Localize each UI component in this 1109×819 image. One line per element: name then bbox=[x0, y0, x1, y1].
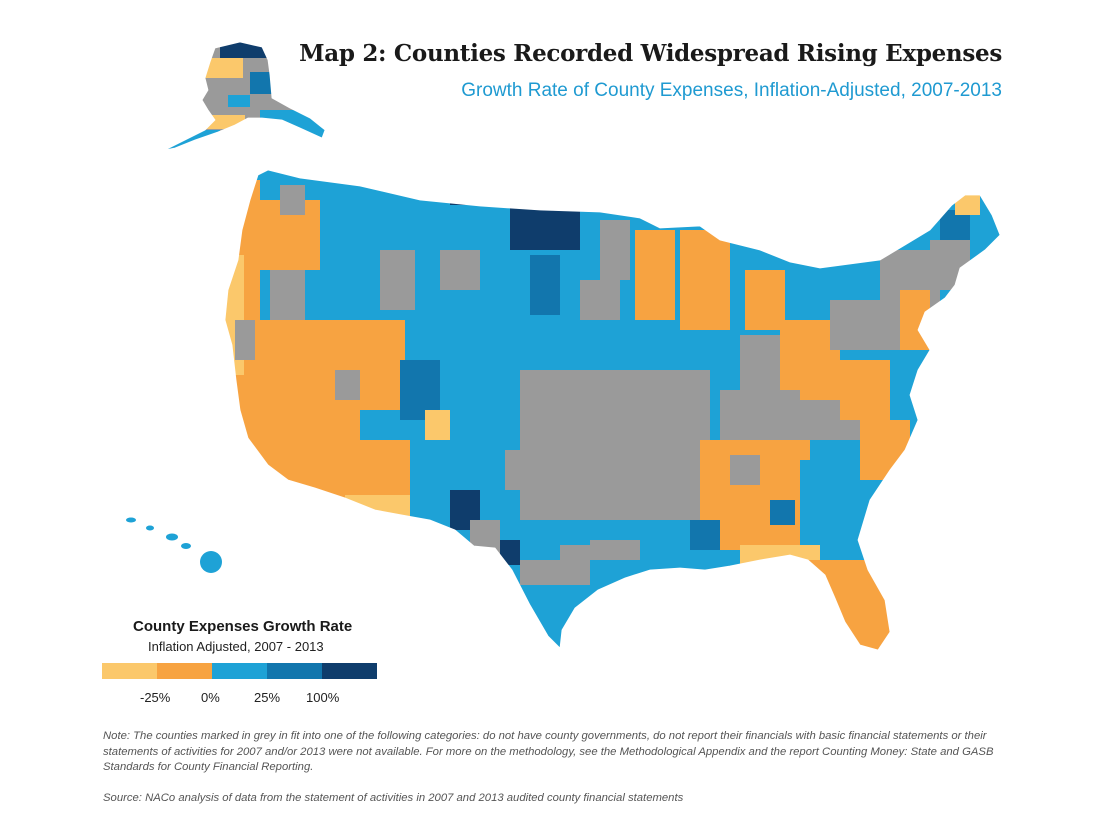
legend-swatch-above-100 bbox=[322, 663, 377, 679]
legend-tick-25: 25% bbox=[254, 690, 281, 705]
legend-swatch-below-minus-25 bbox=[102, 663, 157, 679]
contiguous-us-region bbox=[225, 170, 1000, 650]
alaska-region bbox=[165, 42, 325, 150]
legend-color-scale bbox=[102, 663, 377, 679]
legend-subtitle: Inflation Adjusted, 2007 - 2013 bbox=[148, 639, 324, 654]
legend-title: County Expenses Growth Rate bbox=[133, 618, 353, 635]
map-title: Map 2: Counties Recorded Widespread Risi… bbox=[299, 40, 1002, 67]
hawaii-region bbox=[126, 517, 222, 573]
legend-swatch-minus-25-to-0 bbox=[157, 663, 212, 679]
legend-swatch-0-to-25 bbox=[212, 663, 267, 679]
source-note: Source: NACo analysis of data from the s… bbox=[103, 792, 684, 804]
legend-tick-0: 0% bbox=[201, 690, 220, 705]
methodology-note: Note: The counties marked in grey in fit… bbox=[103, 730, 994, 773]
map-subtitle: Growth Rate of County Expenses, Inflatio… bbox=[461, 80, 1002, 101]
legend-swatch-25-to-100 bbox=[267, 663, 322, 679]
legend-tick-100: 100% bbox=[306, 690, 340, 705]
legend-tick-minus-25: -25% bbox=[140, 690, 171, 705]
